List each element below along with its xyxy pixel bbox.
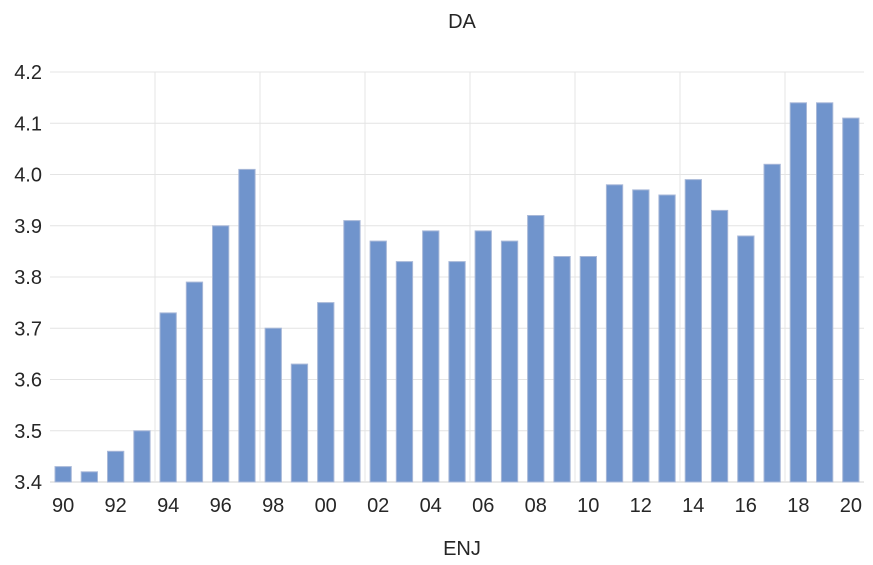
x-tick-label: 04 bbox=[420, 495, 442, 517]
bar-05 bbox=[448, 261, 466, 483]
bar-90 bbox=[54, 466, 72, 483]
x-tick-label: 96 bbox=[210, 495, 232, 517]
x-tick-label: 98 bbox=[262, 495, 284, 517]
y-tick-label: 3.6 bbox=[14, 370, 42, 392]
x-tick-label: 90 bbox=[52, 495, 74, 517]
x-tick-label: 02 bbox=[367, 495, 389, 517]
bar-94 bbox=[159, 312, 177, 483]
bar-95 bbox=[185, 281, 204, 483]
x-tick-label: 06 bbox=[472, 495, 494, 517]
bars bbox=[54, 102, 860, 483]
bar-08 bbox=[527, 215, 545, 483]
x-tick-label: 20 bbox=[840, 495, 862, 517]
bar-07 bbox=[500, 240, 519, 483]
x-axis-label: ENJ bbox=[443, 538, 481, 560]
bar-18 bbox=[789, 102, 808, 483]
bar-19 bbox=[816, 102, 834, 483]
y-tick-label: 3.8 bbox=[14, 267, 42, 289]
bar-01 bbox=[343, 220, 361, 483]
y-tick-label: 4.2 bbox=[14, 62, 42, 84]
x-tick-label: 14 bbox=[682, 495, 704, 517]
x-tick-label: 18 bbox=[787, 495, 809, 517]
y-axis-ticks: 3.4 3.5 3.6 3.7 3.8 3.9 4.0 4.1 4.2 bbox=[14, 62, 42, 494]
bar-98 bbox=[264, 327, 282, 483]
x-tick-label: 12 bbox=[630, 495, 652, 517]
bar-11 bbox=[605, 184, 624, 483]
bar-13 bbox=[658, 194, 676, 483]
bar-99 bbox=[290, 363, 309, 483]
bar-00 bbox=[317, 302, 335, 483]
chart-title: DA bbox=[448, 11, 476, 33]
bar-16 bbox=[737, 235, 755, 483]
bar-93 bbox=[133, 430, 151, 483]
x-tick-label: 00 bbox=[315, 495, 337, 517]
y-tick-label: 3.5 bbox=[14, 421, 42, 443]
y-tick-label: 4.1 bbox=[14, 113, 42, 135]
bar-17 bbox=[763, 163, 781, 483]
bar-12 bbox=[632, 189, 650, 483]
bar-10 bbox=[579, 256, 598, 483]
bar-92 bbox=[107, 450, 125, 483]
bar-04 bbox=[422, 230, 440, 483]
bar-97 bbox=[238, 168, 256, 483]
bar-09 bbox=[553, 256, 571, 483]
x-tick-label: 08 bbox=[525, 495, 547, 517]
bar-15 bbox=[710, 209, 729, 483]
bar-03 bbox=[395, 261, 414, 483]
x-tick-label: 10 bbox=[577, 495, 599, 517]
x-tick-label: 92 bbox=[104, 495, 126, 517]
bar-91 bbox=[80, 471, 98, 483]
y-tick-label: 3.4 bbox=[14, 472, 42, 494]
y-tick-label: 4.0 bbox=[14, 165, 42, 187]
bar-06 bbox=[474, 230, 492, 483]
bar-20 bbox=[842, 117, 860, 483]
x-axis-ticks: 90 92 94 96 98 00 02 04 06 08 10 12 14 16 18 20 bbox=[52, 495, 862, 517]
x-tick-label: 16 bbox=[735, 495, 757, 517]
bar-14 bbox=[684, 179, 703, 483]
x-tick-label: 94 bbox=[157, 495, 179, 517]
bar-02 bbox=[369, 240, 387, 483]
bar-96 bbox=[212, 225, 230, 483]
y-tick-label: 3.7 bbox=[14, 318, 42, 340]
y-tick-label: 3.9 bbox=[14, 216, 42, 238]
